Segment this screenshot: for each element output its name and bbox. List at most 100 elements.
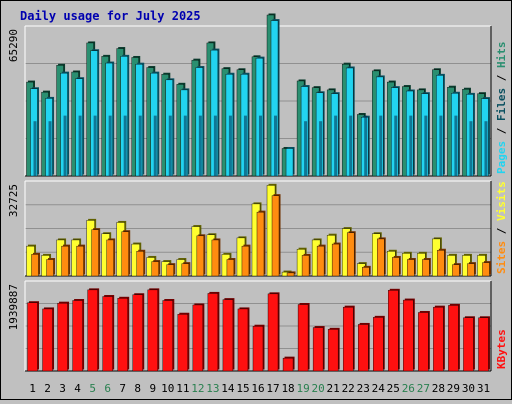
kbytes-bar [267, 293, 279, 372]
pages-bar [394, 115, 398, 176]
kbytes-bar [192, 304, 204, 372]
kbytes-bar [448, 305, 459, 372]
kbytes-bar [342, 306, 354, 372]
pages-bar [319, 121, 323, 176]
x-tick-label: 21 [327, 382, 340, 395]
sites-bar [181, 263, 190, 277]
x-tick-label: 26 [402, 382, 415, 395]
pages-bar [439, 115, 443, 176]
legend-entry: Pages [495, 141, 508, 174]
legend-separator: / [495, 221, 508, 241]
sites-bar [286, 272, 295, 277]
x-tick-label: 11 [176, 382, 189, 395]
sites-bar [316, 245, 325, 277]
sites-bar [166, 264, 174, 277]
files-bar [285, 148, 294, 177]
pages-bar [78, 115, 82, 176]
legend-panel-1: Pages / Files / Hits [495, 42, 508, 175]
x-tick-label: 19 [296, 382, 309, 395]
legend-panel-3: KBytes [495, 329, 508, 369]
kbytes-bar [57, 302, 68, 372]
x-tick-label: 16 [251, 382, 264, 395]
pages-bar [379, 115, 383, 176]
legend-separator: / [495, 68, 508, 88]
pages-bar [198, 115, 202, 176]
legend-entry: KBytes [495, 329, 508, 369]
kbytes-bar [463, 317, 474, 372]
sites-bar [121, 231, 129, 277]
x-tick-label: 3 [59, 382, 66, 395]
kbytes-bar [312, 327, 324, 372]
pages-bar [123, 115, 127, 176]
pages-bar [274, 115, 278, 176]
kbytes-bar [132, 294, 143, 372]
kbytes-bar [358, 324, 369, 372]
sites-bar [61, 245, 69, 277]
x-tick-label: 1 [29, 382, 36, 395]
kbytes-bar [207, 293, 219, 372]
x-tick-label: 31 [477, 382, 490, 395]
sites-bar [256, 211, 265, 277]
x-tick-label: 28 [432, 382, 445, 395]
x-tick-label: 14 [221, 382, 235, 395]
sites-bar [331, 243, 340, 277]
kbytes-bar [418, 312, 429, 372]
x-tick-label: 23 [357, 382, 370, 395]
x-tick-label: 15 [236, 382, 249, 395]
max-label: 1939887 [7, 284, 20, 330]
sites-bar [482, 262, 490, 277]
kbytes-bar [87, 289, 98, 372]
pages-bar [409, 115, 413, 176]
legend-panel-2: Sites / Visits [495, 181, 508, 274]
pages-bar [349, 115, 353, 176]
x-tick-label: 24 [372, 382, 386, 395]
x-tick-label: 2 [44, 382, 51, 395]
sites-bar [437, 250, 445, 277]
kbytes-bar [117, 298, 128, 372]
sites-bar [106, 239, 114, 277]
pages-bar [138, 115, 142, 176]
x-tick-label: 5 [89, 382, 96, 395]
kbytes-bar [147, 289, 158, 372]
legend-separator: / [495, 121, 508, 141]
pages-bar [243, 115, 247, 176]
sites-bar [422, 259, 430, 277]
sites-bar [76, 245, 84, 277]
sites-bar [211, 239, 220, 277]
x-tick-label: 27 [417, 382, 430, 395]
kbytes-bar [282, 357, 294, 372]
sites-bar [91, 229, 99, 277]
pages-bar [424, 115, 428, 176]
x-tick-label: 25 [387, 382, 400, 395]
x-tick-label: 7 [119, 382, 126, 395]
sites-bar [377, 238, 385, 277]
kbytes-bar [72, 300, 83, 372]
sites-bar [31, 254, 39, 277]
sites-bar [226, 259, 235, 277]
bars-layer [26, 13, 491, 372]
sites-bar [241, 245, 250, 277]
pages-bar [33, 121, 37, 176]
x-tick-label: 18 [281, 382, 294, 395]
x-tick-label: 4 [74, 382, 81, 395]
legend-entry: Visits [495, 181, 508, 221]
legend-entry: Files [495, 88, 508, 121]
pages-bar [93, 115, 97, 176]
sites-bar [136, 251, 144, 277]
kbytes-bar [222, 299, 234, 372]
pages-bar [334, 115, 338, 176]
max-label: 65290 [7, 29, 20, 62]
pages-bar [183, 115, 187, 176]
pages-bar [213, 115, 217, 176]
sites-bar [301, 255, 310, 277]
x-tick-label: 9 [149, 382, 156, 395]
kbytes-bar [162, 300, 173, 372]
legend-entry: Hits [495, 42, 508, 69]
x-tick-label: 22 [342, 382, 355, 395]
kbytes-bar [237, 308, 249, 372]
x-tick-label: 8 [134, 382, 141, 395]
pages-bar [469, 121, 473, 176]
